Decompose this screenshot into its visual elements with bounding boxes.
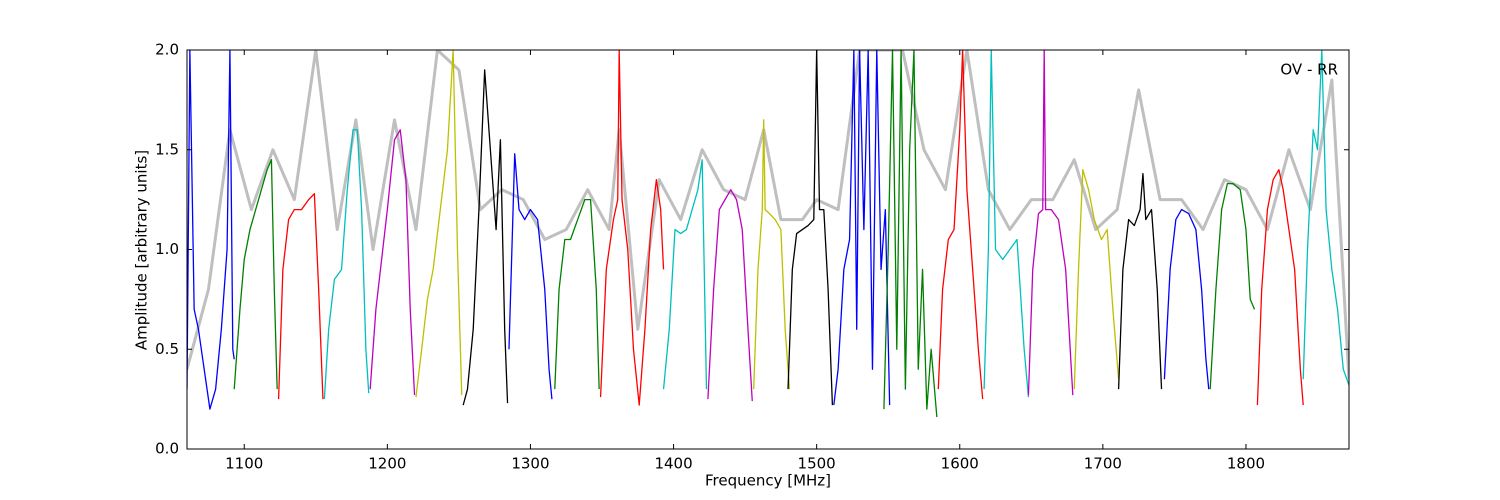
- band-line: [1073, 169, 1120, 390]
- x-tick-label: 1100: [225, 455, 263, 473]
- x-tick-label: 1600: [941, 455, 979, 473]
- band-line: [1302, 50, 1349, 386]
- band-line: [277, 192, 324, 400]
- y-tick-label: 1.5: [155, 140, 179, 158]
- band-line: [983, 50, 1030, 398]
- band-line: [415, 50, 463, 398]
- band-line: [937, 50, 984, 400]
- band-line: [462, 69, 509, 406]
- band-line: [753, 119, 791, 390]
- band-line: [599, 50, 665, 406]
- band-line: [707, 189, 753, 402]
- annotation: OV - RR: [1280, 61, 1338, 79]
- band-line: [1256, 169, 1304, 406]
- y-tick-label: 2.0: [155, 41, 179, 59]
- band-line: [833, 50, 891, 406]
- x-tick-label: 1300: [511, 455, 549, 473]
- band-line: [508, 153, 553, 400]
- y-tick-label: 1.0: [155, 240, 179, 258]
- x-tick-label: 1500: [798, 455, 836, 473]
- band-line: [369, 129, 416, 396]
- band-line: [662, 159, 708, 390]
- band-line: [883, 50, 938, 418]
- x-tick-label: 1800: [1227, 455, 1265, 473]
- band-line: [787, 50, 834, 406]
- band-line: [554, 198, 600, 390]
- plot-lines: [187, 50, 1349, 418]
- plot-frame: [186, 49, 1350, 450]
- x-tick-label: 1200: [368, 455, 406, 473]
- band-line: [1027, 50, 1074, 396]
- y-axis-label: Amplitude [arbitrary units]: [133, 150, 151, 350]
- x-axis-label: Frequency [MHz]: [705, 472, 831, 490]
- y-tick-label: 0.0: [155, 440, 179, 458]
- y-tick-label: 0.5: [155, 340, 179, 358]
- band-line: [323, 129, 370, 400]
- band-line: [233, 159, 278, 390]
- x-tick-label: 1700: [1084, 455, 1122, 473]
- band-line: [187, 50, 235, 410]
- band-line: [1117, 173, 1163, 390]
- band-line: [1209, 183, 1256, 390]
- band-line: [1163, 208, 1210, 390]
- x-tick-label: 1400: [654, 455, 692, 473]
